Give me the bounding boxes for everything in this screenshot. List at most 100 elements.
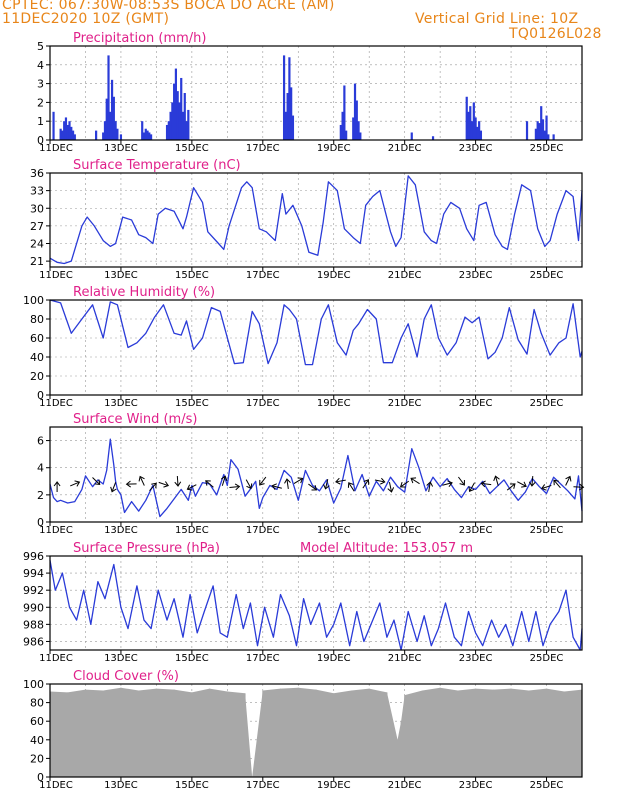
precip-bar [479,130,483,140]
cloud-bar [209,688,211,777]
wind-arrow-shaft [245,479,251,488]
precip-bar [286,93,289,140]
panel-frame [49,426,583,523]
precip-bar [185,121,188,140]
wind-arrow [335,477,346,485]
precip-bar [73,134,76,140]
panel-cloud: 0 20 40 60 80 100 11DEC 13DEC 15DEC 17DEC 19DEC 21D… [23,669,583,791]
pres-series-line [49,560,583,651]
panel-frame [49,555,583,651]
precip-bar [165,124,169,140]
precip-bar [474,117,477,140]
precip-bar [173,83,176,140]
cloud-bar [397,739,399,777]
x-tick-label: 23DEC [459,525,493,536]
x-tick-label: 11DEC [39,398,73,409]
y-tick-label: 0 [37,771,44,784]
wind-arrow [362,479,370,489]
wind-arrow-shaft [442,482,452,486]
cloud-bar [244,693,246,777]
precip-bar [116,128,119,140]
x-tick-label: 15DEC [175,398,209,409]
wind-arrow-head [480,480,486,488]
cloud-bar [67,692,69,777]
precip-bar [174,68,178,140]
panel-frame [49,683,583,778]
wind-arrow [174,475,182,487]
cloud-bar [546,688,548,777]
wind-arrow-shaft [401,480,410,487]
precip-bar [169,111,172,140]
x-tick-label: 21DEC [388,653,422,664]
wind-arrow-head [297,477,304,484]
wind-arrow [426,481,434,493]
wind-arrow-shaft [336,479,346,483]
wind-arrow [480,480,492,488]
x-tick-label: 11DEC [39,270,73,281]
x-tick-label: 25DEC [530,270,564,281]
y-tick-label: 1 [37,115,44,128]
x-tick-label: 19DEC [317,143,351,154]
wind-arrow-head [509,483,516,489]
x-tick-label: 25DEC [530,780,564,791]
wind-arrow [565,475,572,486]
x-tick-label: 11DEC [39,780,73,791]
wind-arrow-shaft [221,477,226,486]
wind-arrow-head [234,483,241,491]
y-tick-label: 3 [37,78,44,91]
precip-bar [284,111,287,140]
header-run-time: 11DEC2020 10Z (GMT) [2,11,170,27]
precip-bar [465,96,468,140]
y-tick-label: 4 [37,462,44,475]
precip-bar [536,121,539,140]
wind-arrow-head [468,486,475,493]
precip-bar [105,98,108,140]
wind-arrow-head [459,479,465,486]
precip-bar [176,91,179,140]
panel-temp: 21 24 27 30 33 36 11DEC 13DEC 15DEC 17DEC 19DEC 21D… [30,158,583,281]
precip-bar [180,77,183,140]
x-tick-label: 17DEC [246,653,280,664]
wind-arrow-head [53,481,61,487]
wind-arrow-head [347,482,354,488]
precip-bar [552,134,555,140]
wind-arrow [284,478,291,490]
wind-arrow [374,477,386,485]
x-tick-label: 13DEC [104,780,138,791]
wind-arrow-head [205,480,211,486]
wind-arrow [573,483,585,491]
wind-arrow-head [94,479,101,486]
wind-arrow [271,483,282,490]
y-tick-label: 5 [37,40,44,53]
wind-arrow-head [540,484,547,491]
wind-arrow-head [246,483,253,490]
precip-bar [291,115,295,140]
wind-arrow [323,479,330,490]
x-tick-label: 21DEC [388,270,422,281]
x-tick-label: 19DEC [317,525,351,536]
x-tick-label: 23DEC [459,398,493,409]
cloud-bar [368,688,370,777]
precip-bar [478,121,481,140]
wind-arrow-head [493,475,500,482]
wind-arrow-shaft [286,479,289,490]
precip-bar [52,111,55,140]
wind-arrow-head [138,475,145,482]
cloud-bar [120,687,122,777]
wind-arrow [553,479,561,489]
panel-frame [49,45,583,141]
header-run-id: TQ0126L028 [509,26,602,42]
wind-arrow [506,483,516,491]
x-tick-label: 15DEC [175,270,209,281]
precip-bar [148,132,151,140]
precip-bar [119,134,123,140]
panel-precip: 0 1 2 3 4 5 11DEC 13DEC 15DEC 17DEC 19DEC 21DEC 23DE… [37,31,583,154]
precip-bar [66,124,69,140]
x-tick-label: 17DEC [246,143,280,154]
x-tick-label: 11DEC [39,525,73,536]
precip-bar [357,121,360,140]
wind-arrow [458,476,465,486]
cloud-bar [226,691,228,777]
wind-arrow-shaft [362,480,369,489]
y-tick-label: 0 [37,516,44,529]
